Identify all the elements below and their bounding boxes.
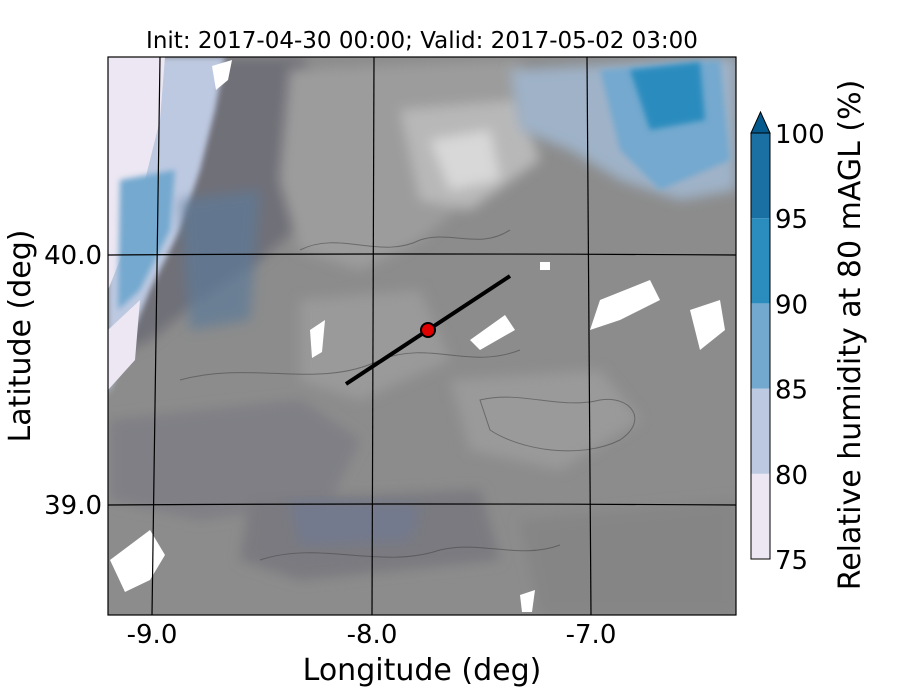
y-axis-ticks: 40.0 39.0	[44, 241, 102, 521]
x-tick-label: -8.0	[347, 620, 398, 650]
y-tick-label: 40.0	[44, 241, 102, 271]
colorbar-frame	[750, 132, 771, 560]
map-panel[interactable]	[108, 57, 736, 615]
gridline-lon-7	[586, 57, 592, 615]
colorbar-ticks: 75 80 85 90 95 100	[775, 120, 825, 576]
colorbar: 75 80 85 90 95 100 Relative humidity at 80 mA…	[750, 80, 868, 591]
map-frame	[107, 56, 737, 616]
gridlines	[108, 57, 736, 615]
colorbar-band	[751, 133, 770, 219]
gridline-lon-8	[371, 57, 375, 615]
humidity-field	[108, 57, 736, 545]
white-gaps	[110, 60, 725, 612]
x-axis-label: Longitude (deg)	[303, 653, 542, 688]
y-tick-label: 39.0	[44, 491, 102, 521]
gridline-lat-40	[108, 253, 736, 256]
x-tick-label: -9.0	[127, 620, 178, 650]
plot-title: Init: 2017-04-30 00:00; Valid: 2017-05-0…	[146, 28, 698, 54]
colorbar-tick-label: 80	[775, 461, 808, 491]
x-axis-ticks: -9.0 -8.0 -7.0	[127, 620, 617, 650]
colorbar-band	[751, 303, 770, 389]
colorbar-tick-label: 100	[775, 120, 825, 150]
colorbar-bands	[751, 133, 770, 559]
colorbar-band	[751, 218, 770, 304]
colorbar-extend-arrow	[750, 110, 771, 134]
colorbar-band	[751, 388, 770, 474]
x-tick-label: -7.0	[566, 620, 617, 650]
colorbar-label: Relative humidity at 80 mAGL (%)	[833, 80, 868, 591]
colorbar-tick-label: 75	[775, 546, 808, 576]
gridline-lon-9	[151, 57, 161, 615]
colorbar-band	[751, 473, 770, 559]
colorbar-tick-label: 85	[775, 376, 808, 406]
gridline-lat-39	[108, 503, 736, 506]
colorbar-tick-label: 90	[775, 290, 808, 320]
colorbar-tick-label: 95	[775, 205, 808, 235]
site-marker[interactable]	[420, 322, 436, 338]
y-axis-label: Latitude (deg)	[3, 230, 38, 443]
